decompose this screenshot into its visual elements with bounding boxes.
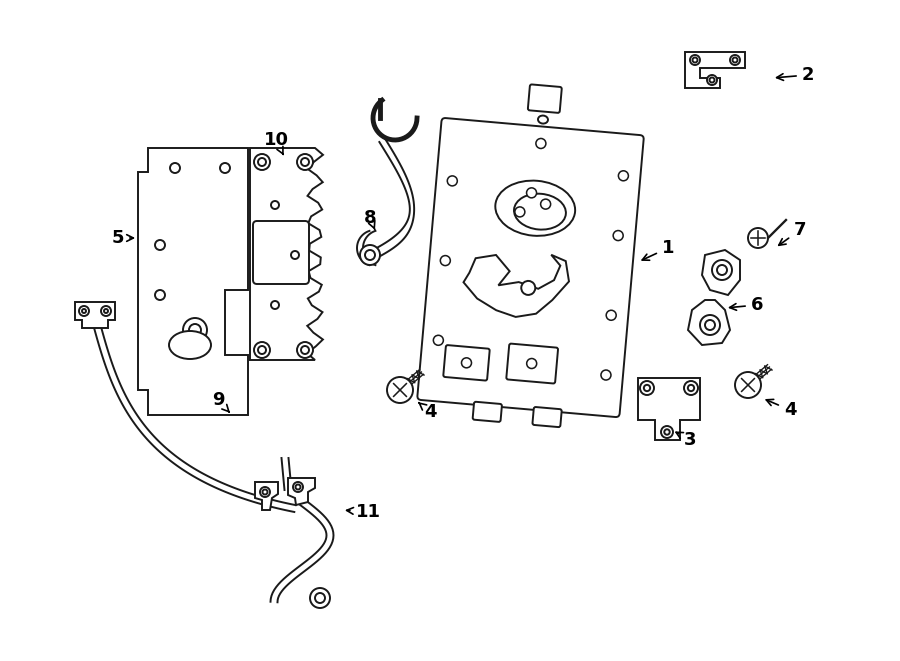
Circle shape xyxy=(291,251,299,259)
PathPatch shape xyxy=(464,254,569,317)
Circle shape xyxy=(310,588,330,608)
Circle shape xyxy=(735,372,761,398)
Circle shape xyxy=(692,58,698,63)
Ellipse shape xyxy=(538,116,548,124)
FancyBboxPatch shape xyxy=(444,345,490,381)
Polygon shape xyxy=(250,148,323,360)
Circle shape xyxy=(526,188,536,198)
Circle shape xyxy=(709,77,715,83)
Circle shape xyxy=(301,158,309,166)
FancyBboxPatch shape xyxy=(528,85,562,113)
Circle shape xyxy=(690,55,700,65)
Circle shape xyxy=(170,163,180,173)
Circle shape xyxy=(155,290,165,300)
Polygon shape xyxy=(702,250,740,295)
Circle shape xyxy=(263,490,267,494)
Circle shape xyxy=(684,381,698,395)
Ellipse shape xyxy=(495,180,575,236)
Circle shape xyxy=(301,346,309,354)
Circle shape xyxy=(515,207,525,217)
Circle shape xyxy=(183,318,207,342)
Circle shape xyxy=(254,154,270,170)
Circle shape xyxy=(293,482,303,492)
Text: 3: 3 xyxy=(676,431,697,449)
Circle shape xyxy=(447,176,457,186)
Circle shape xyxy=(717,265,727,275)
Circle shape xyxy=(189,324,201,336)
Circle shape xyxy=(664,429,670,435)
Circle shape xyxy=(536,138,546,149)
Circle shape xyxy=(733,58,737,63)
Circle shape xyxy=(254,342,270,358)
Circle shape xyxy=(260,487,270,497)
Circle shape xyxy=(365,250,375,260)
Text: 4: 4 xyxy=(418,403,436,421)
Circle shape xyxy=(462,358,472,368)
Circle shape xyxy=(712,260,732,280)
Text: 4: 4 xyxy=(766,399,796,419)
Polygon shape xyxy=(75,302,115,328)
Polygon shape xyxy=(685,52,745,88)
Polygon shape xyxy=(688,300,730,345)
Circle shape xyxy=(644,385,650,391)
Circle shape xyxy=(700,315,720,335)
Circle shape xyxy=(258,158,266,166)
Text: 11: 11 xyxy=(346,503,381,521)
Circle shape xyxy=(661,426,673,438)
Polygon shape xyxy=(638,378,700,440)
Circle shape xyxy=(541,199,551,209)
Circle shape xyxy=(101,306,111,316)
Text: 5: 5 xyxy=(112,229,133,247)
Circle shape xyxy=(618,171,628,181)
Text: 9: 9 xyxy=(212,391,230,412)
Circle shape xyxy=(104,309,108,313)
Circle shape xyxy=(360,245,380,265)
Polygon shape xyxy=(288,478,315,505)
Circle shape xyxy=(601,370,611,380)
Circle shape xyxy=(155,240,165,250)
Circle shape xyxy=(79,306,89,316)
FancyBboxPatch shape xyxy=(533,407,562,427)
Circle shape xyxy=(613,231,623,241)
Circle shape xyxy=(526,358,536,369)
FancyBboxPatch shape xyxy=(507,344,558,383)
Circle shape xyxy=(82,309,86,313)
Ellipse shape xyxy=(514,194,566,229)
Text: 10: 10 xyxy=(264,131,289,155)
Text: 6: 6 xyxy=(730,296,763,314)
FancyBboxPatch shape xyxy=(418,118,644,417)
Circle shape xyxy=(640,381,654,395)
Circle shape xyxy=(220,163,230,173)
Circle shape xyxy=(387,377,413,403)
Text: 2: 2 xyxy=(777,66,815,84)
Circle shape xyxy=(271,201,279,209)
Circle shape xyxy=(295,485,301,490)
Circle shape xyxy=(688,385,694,391)
Circle shape xyxy=(297,154,313,170)
Polygon shape xyxy=(138,148,248,415)
Circle shape xyxy=(297,342,313,358)
Circle shape xyxy=(440,256,450,266)
Circle shape xyxy=(434,335,444,345)
Circle shape xyxy=(748,228,768,248)
Circle shape xyxy=(730,55,740,65)
Ellipse shape xyxy=(169,331,211,359)
Polygon shape xyxy=(255,482,278,510)
FancyBboxPatch shape xyxy=(253,221,309,284)
Circle shape xyxy=(315,593,325,603)
Circle shape xyxy=(707,75,717,85)
Circle shape xyxy=(271,301,279,309)
Circle shape xyxy=(705,320,715,330)
FancyBboxPatch shape xyxy=(472,402,502,422)
Text: 1: 1 xyxy=(643,239,674,260)
Circle shape xyxy=(607,310,616,321)
Text: 8: 8 xyxy=(364,209,376,230)
Text: 7: 7 xyxy=(778,221,806,245)
Circle shape xyxy=(258,346,266,354)
Circle shape xyxy=(521,281,535,295)
